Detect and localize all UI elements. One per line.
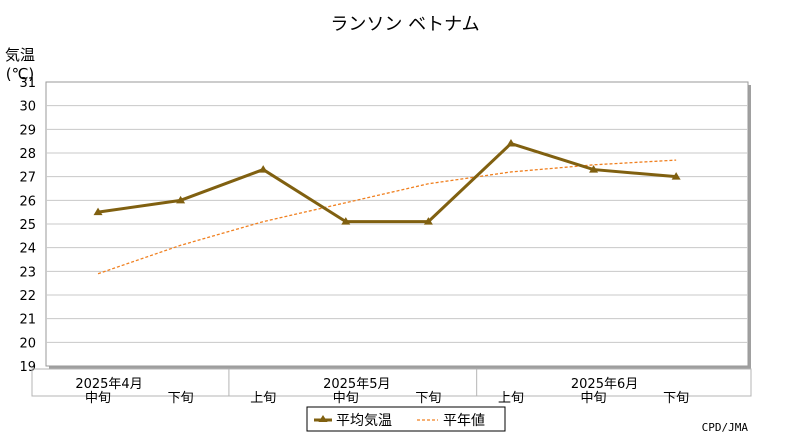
legend: 平均気温 平年値 (306, 406, 506, 432)
legend-marker-observed (318, 415, 328, 422)
series-line-observed (97, 142, 677, 224)
plot-area (45, 81, 751, 369)
data-point-observed (671, 172, 681, 180)
legend-label-observed: 平均気温 (336, 413, 392, 429)
month-label: 2025年4月 (75, 377, 142, 392)
x-tick-labels: 中旬 下旬 上旬 中旬 下旬 上旬 中旬 下旬 2025年4月 2025年5月 2025年6月 (31, 368, 752, 406)
y-tick-label: 29 (19, 123, 36, 138)
legend-label-normal: 平年値 (443, 413, 485, 429)
data-point-observed (423, 217, 433, 225)
y-tick-label: 26 (19, 194, 36, 209)
chart-title: ランソン ベトナム (330, 14, 479, 35)
data-point-observed (258, 165, 268, 173)
y-tick-label: 27 (19, 171, 36, 186)
x-tick-label: 上旬 (250, 391, 276, 406)
grid-lines (46, 105, 748, 343)
series-group (93, 139, 681, 275)
y-axis-label: 気温 (5, 46, 35, 64)
y-tick-labels: 19 20 21 22 23 24 25 26 27 28 29 30 31 (19, 76, 36, 375)
y-tick-label: 30 (19, 100, 36, 115)
data-point-observed (341, 217, 351, 225)
y-tick-label: 28 (19, 147, 36, 162)
y-tick-label: 23 (19, 265, 36, 280)
x-tick-label: 下旬 (415, 391, 441, 406)
x-tick-label: 中旬 (333, 391, 359, 406)
data-point-observed (506, 139, 516, 147)
y-tick-label: 25 (19, 218, 36, 233)
x-tick-label: 上旬 (498, 391, 524, 406)
data-point-observed (93, 207, 103, 216)
x-tick-label: 中旬 (85, 391, 111, 406)
credit-label: CPD/JMA (702, 421, 749, 434)
y-tick-label: 21 (19, 313, 36, 328)
x-tick-label: 下旬 (168, 391, 194, 406)
data-point-observed (589, 165, 599, 173)
x-tick-label: 中旬 (581, 391, 607, 406)
y-tick-label: 22 (19, 289, 36, 304)
y-tick-label: 24 (19, 242, 36, 257)
y-tick-label: 31 (19, 76, 36, 91)
legend-box (306, 406, 506, 432)
data-point-observed (176, 195, 186, 204)
x-axis-band (31, 368, 752, 397)
y-tick-label: 19 (19, 360, 36, 375)
y-tick-label: 20 (19, 336, 36, 351)
y-axis-unit: (℃) (6, 65, 35, 83)
month-label: 2025年5月 (323, 377, 390, 392)
x-tick-label: 下旬 (663, 391, 689, 406)
month-label: 2025年6月 (571, 377, 638, 392)
